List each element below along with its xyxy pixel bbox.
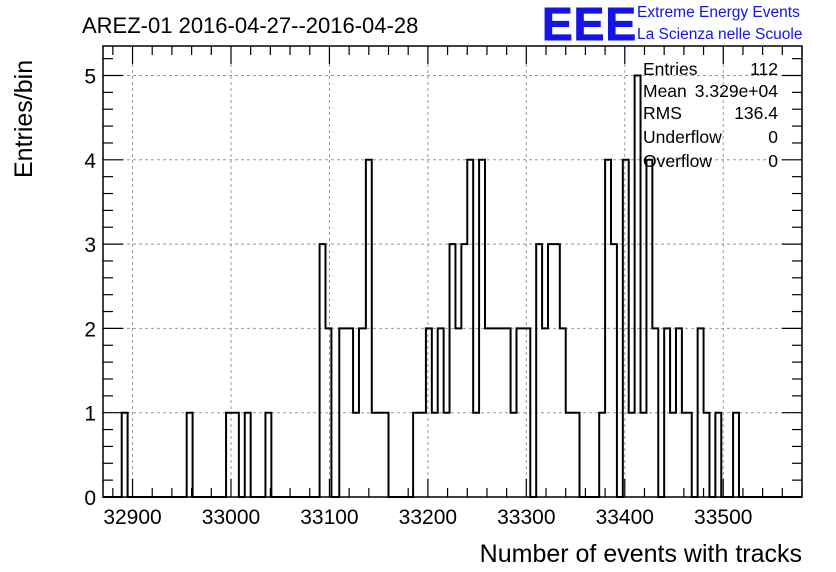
- stats-overflow-value: 0: [768, 151, 778, 171]
- x-axis-title: Number of events with tracks: [480, 540, 802, 568]
- y-tick-label: 3: [84, 234, 96, 257]
- x-tick-label: 33400: [596, 506, 654, 529]
- y-tick-label: 4: [84, 150, 96, 173]
- stats-entries-value: 112: [750, 59, 778, 79]
- stats-overflow-label: Overflow: [643, 151, 712, 171]
- x-tick-label: 33500: [694, 506, 752, 529]
- histogram-outline: [103, 74, 802, 498]
- chart-title: AREZ-01 2016-04-27--2016-04-28: [82, 13, 418, 38]
- x-tick-label: 33000: [202, 506, 260, 529]
- x-tick-label: 33200: [399, 506, 457, 529]
- x-tick-label: 32900: [103, 506, 161, 529]
- eee-logo-mark: EEE: [542, 0, 637, 50]
- eee-logo-line1: Extreme Energy Events: [637, 4, 800, 21]
- x-tick-label: 33300: [497, 506, 555, 529]
- stats-rms-value: 136.4: [734, 103, 778, 123]
- plot-frame: [102, 45, 803, 498]
- stats-entries-label: Entries: [643, 59, 698, 79]
- stats-mean-value: 3.329e+04: [695, 81, 778, 101]
- x-axis-ticks: 32900 33000 33100 33200 33300 33400 33500: [103, 46, 803, 529]
- stats-mean-label: Mean: [643, 81, 687, 101]
- y-axis-ticks: 0 1 2 3 4 5: [84, 58, 802, 510]
- y-tick-label: 5: [84, 66, 96, 89]
- x-tick-label: 33100: [300, 506, 358, 529]
- stats-box: Entries 112 Mean 3.329e+04 RMS 136.4 Und…: [643, 59, 778, 171]
- stats-underflow-value: 0: [768, 127, 778, 147]
- y-tick-label: 2: [84, 318, 96, 341]
- y-tick-label: 1: [84, 403, 96, 426]
- eee-logo-line2: La Scienza nelle Scuole: [637, 26, 802, 43]
- y-tick-label: 0: [84, 487, 96, 510]
- y-axis-title: Entries/bin: [10, 60, 38, 178]
- stats-rms-label: RMS: [643, 103, 682, 123]
- eee-logo: EEE Extreme Energy Events La Scienza nel…: [542, 0, 803, 51]
- stats-underflow-label: Underflow: [643, 127, 722, 147]
